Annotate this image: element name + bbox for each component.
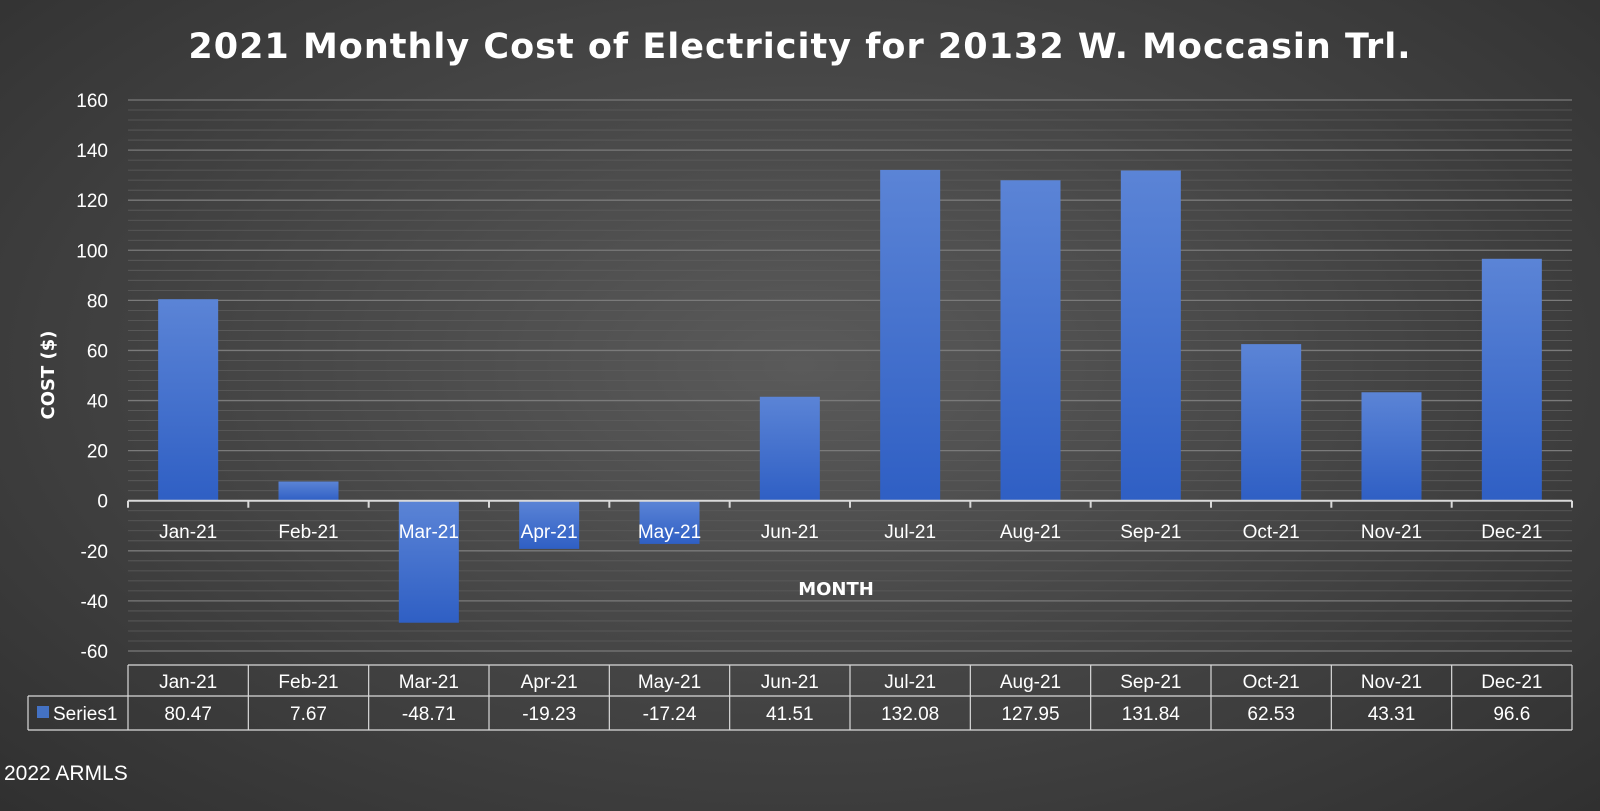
bar-jan-21 bbox=[158, 299, 219, 501]
y-tick-label: 100 bbox=[76, 241, 108, 262]
gridlines bbox=[128, 99, 1572, 652]
x-tick-label: Aug-21 bbox=[1000, 522, 1061, 543]
table-value-cell: 127.95 bbox=[1001, 704, 1059, 725]
table-header-cell: Jul-21 bbox=[884, 672, 936, 693]
x-tick-label: Jul-21 bbox=[884, 522, 936, 543]
bar-sep-21 bbox=[1120, 170, 1181, 501]
y-tick-label: 20 bbox=[87, 442, 108, 463]
table-header-cell: Mar-21 bbox=[399, 672, 459, 693]
y-tick-label: 80 bbox=[87, 291, 108, 312]
y-tick-label: -60 bbox=[81, 642, 108, 663]
table-header-cell: Dec-21 bbox=[1481, 672, 1542, 693]
x-tick-label: Jan-21 bbox=[159, 522, 217, 543]
y-tick-label: -40 bbox=[81, 592, 108, 613]
bar-oct-21 bbox=[1241, 344, 1302, 501]
table-value-cell: 80.47 bbox=[164, 704, 212, 725]
table-value-cell: 96.6 bbox=[1493, 704, 1530, 725]
bar-jun-21 bbox=[759, 396, 820, 501]
table-value-cell: 132.08 bbox=[881, 704, 939, 725]
y-axis-title: COST ($) bbox=[38, 331, 59, 420]
x-tick-label: Apr-21 bbox=[521, 522, 578, 543]
bar-feb-21 bbox=[278, 481, 339, 501]
x-tick-label: Mar-21 bbox=[399, 522, 459, 543]
table-value-cell: 7.67 bbox=[290, 704, 327, 725]
table-header-cell: Feb-21 bbox=[278, 672, 338, 693]
legend-series-name: Series1 bbox=[53, 704, 117, 725]
table-header-cell: Apr-21 bbox=[521, 672, 578, 693]
table-value-cell: -48.71 bbox=[402, 704, 456, 725]
data-table: Jan-21 Feb-21 Mar-21 Apr-21 May-21 Jun-21 Jul-… bbox=[27, 664, 1573, 731]
bar-nov-21 bbox=[1361, 392, 1422, 501]
y-tick-label: 120 bbox=[76, 191, 108, 212]
x-tick-label: Dec-21 bbox=[1481, 522, 1542, 543]
x-axis bbox=[127, 499, 1573, 508]
table-header-cell: Aug-21 bbox=[1000, 672, 1061, 693]
table-header-cell: Jun-21 bbox=[761, 672, 819, 693]
x-tick-label: Oct-21 bbox=[1243, 522, 1300, 543]
table-header-cell: May-21 bbox=[638, 672, 701, 693]
bar-jul-21 bbox=[880, 169, 941, 501]
y-axis-ticks: 160 140 120 100 80 60 40 20 0 -20 -40 -60 bbox=[76, 91, 108, 663]
table-value-cell: 131.84 bbox=[1122, 704, 1181, 725]
y-tick-label: -20 bbox=[81, 542, 108, 563]
table-value-cell: 41.51 bbox=[766, 704, 814, 725]
y-tick-label: 160 bbox=[76, 91, 108, 112]
x-tick-label: Jun-21 bbox=[761, 522, 819, 543]
y-tick-label: 140 bbox=[76, 141, 108, 162]
x-tick-label: May-21 bbox=[638, 522, 701, 543]
x-tick-label: Feb-21 bbox=[278, 522, 338, 543]
x-axis-ticks: Jan-21 Feb-21 Mar-21 Apr-21 May-21 Jun-21 Jul-… bbox=[159, 522, 1542, 543]
table-value-cell: -17.24 bbox=[643, 704, 697, 725]
bars bbox=[158, 169, 1542, 623]
legend-swatch bbox=[37, 706, 49, 718]
bar-mar-21 bbox=[398, 500, 459, 623]
table-header-cell: Oct-21 bbox=[1243, 672, 1300, 693]
y-tick-label: 40 bbox=[87, 392, 108, 413]
table-value-cell: -19.23 bbox=[522, 704, 576, 725]
x-tick-label: Nov-21 bbox=[1361, 522, 1422, 543]
table-header-cell: Jan-21 bbox=[159, 672, 217, 693]
bar-may-21 bbox=[639, 500, 700, 544]
watermark: 2022 ARMLS bbox=[4, 762, 128, 785]
bar-dec-21 bbox=[1481, 258, 1542, 501]
table-value-cell: 43.31 bbox=[1368, 704, 1416, 725]
table-header-cell: Nov-21 bbox=[1361, 672, 1422, 693]
table-header-cell: Sep-21 bbox=[1120, 672, 1181, 693]
y-tick-label: 60 bbox=[87, 341, 108, 362]
x-axis-title: MONTH bbox=[798, 579, 874, 600]
bar-aug-21 bbox=[1000, 180, 1061, 501]
x-tick-label: Sep-21 bbox=[1120, 522, 1181, 543]
chart-title: 2021 Monthly Cost of Electricity for 201… bbox=[188, 27, 1411, 67]
bar-apr-21 bbox=[519, 500, 580, 549]
table-value-cell: 62.53 bbox=[1247, 704, 1295, 725]
y-tick-label: 0 bbox=[97, 492, 108, 513]
